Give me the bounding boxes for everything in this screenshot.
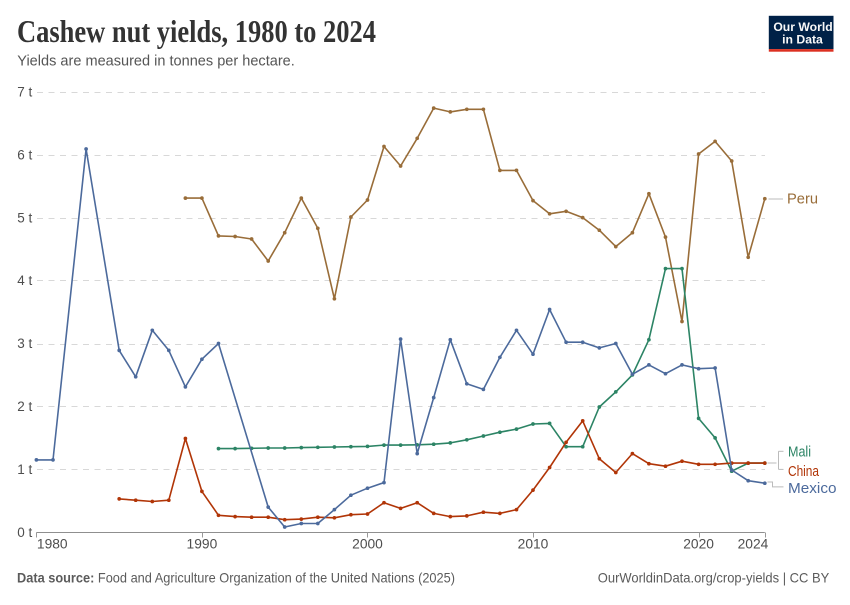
svg-text:Mexico: Mexico [788,481,837,497]
svg-text:4 t: 4 t [17,273,32,288]
svg-text:2010: 2010 [518,537,549,552]
svg-text:1980: 1980 [37,537,68,552]
svg-text:Peru: Peru [787,192,818,208]
svg-text:Data source: Food and Agricult: Data source: Food and Agriculture Organi… [17,570,455,586]
svg-text:1990: 1990 [187,537,218,552]
svg-text:Yields are measured in tonnes: Yields are measured in tonnes per hectar… [17,53,295,69]
svg-text:in Data: in Data [782,32,823,46]
svg-text:5 t: 5 t [17,210,32,225]
svg-text:2000: 2000 [352,537,383,552]
svg-text:Cashew nut yields, 1980 to 202: Cashew nut yields, 1980 to 2024 [17,13,376,49]
svg-text:3 t: 3 t [17,336,32,351]
svg-text:2 t: 2 t [17,399,32,414]
svg-text:Mali: Mali [788,444,811,460]
svg-text:OurWorldinData.org/crop-yields: OurWorldinData.org/crop-yields | CC BY [598,570,830,586]
svg-text:7 t: 7 t [17,84,32,99]
svg-text:0 t: 0 t [17,525,32,540]
svg-text:2024: 2024 [738,537,769,552]
svg-text:6 t: 6 t [17,147,32,162]
svg-text:China: China [788,464,820,480]
svg-text:2020: 2020 [683,537,714,552]
svg-text:1 t: 1 t [17,462,32,477]
svg-text:Our World: Our World [773,20,832,34]
